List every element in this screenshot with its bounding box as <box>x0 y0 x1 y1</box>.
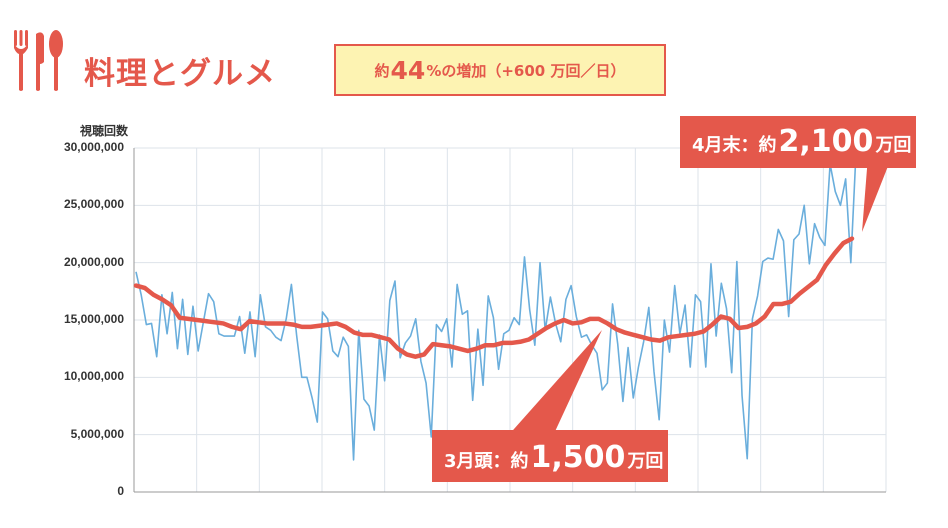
callout-april-prefix: 4月末：約 <box>692 135 777 156</box>
y-tick-label: 25,000,000 <box>63 197 124 212</box>
y-tick-label: 30,000,000 <box>63 140 124 154</box>
badge-value: 44 <box>390 55 426 85</box>
badge-prefix: 約 <box>374 61 390 80</box>
fork-knife-spoon-icon <box>14 30 63 91</box>
y-tick-label: 15,000,000 <box>63 312 124 326</box>
y-tick-label: 10,000,000 <box>63 369 124 384</box>
callout-april-box <box>680 116 916 168</box>
trend-line <box>133 236 855 359</box>
callout-april-text: 4月末：約 2,100 万回 <box>692 124 911 159</box>
callout-march-value: 1,500 <box>530 440 626 475</box>
page-title: 料理とグルメ <box>84 56 276 92</box>
callout-march-prefix: 3月頭：約 <box>444 451 529 472</box>
y-tick-label: 0 <box>117 484 124 498</box>
callout-april-suffix: 万回 <box>875 135 912 156</box>
callout-march-pointer <box>506 330 602 438</box>
badge-suffix: %の増加（+600 万回／日） <box>426 61 626 80</box>
y-tick-label: 5,000,000 <box>70 426 124 441</box>
daily-views-line <box>135 152 857 461</box>
callout-april-value: 2,100 <box>778 124 874 159</box>
callout-march-box <box>432 430 668 482</box>
y-tick-label: 20,000,000 <box>63 254 124 269</box>
increase-badge: 約 44 %の増加（+600 万回／日） <box>334 44 666 96</box>
y-axis-label: 視聴回数 <box>80 124 129 138</box>
callout-april-pointer <box>862 156 892 232</box>
callout-march-text: 3月頭：約 1,500 万回 <box>444 440 663 475</box>
callout-march-suffix: 万回 <box>627 451 664 472</box>
